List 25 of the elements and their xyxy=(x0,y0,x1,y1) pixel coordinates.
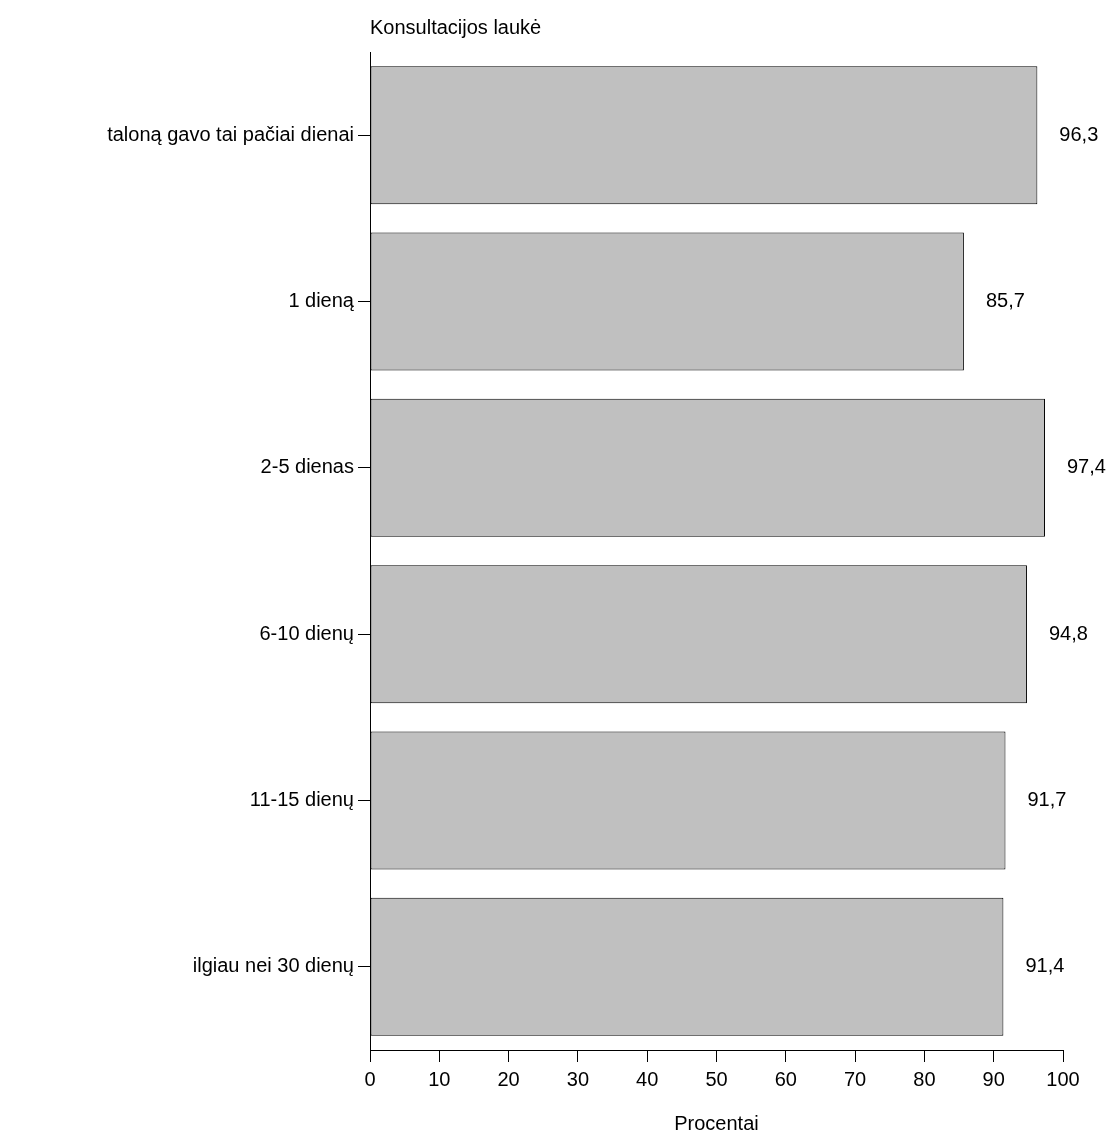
data-label: 96,3 xyxy=(1059,122,1099,145)
y-tick-label: 2-5 dienas xyxy=(260,455,354,478)
x-tick-label: 50 xyxy=(705,1067,728,1090)
y-tick-label: taloną gavo tai pačiai dienai xyxy=(107,122,354,145)
x-tick-label: 60 xyxy=(774,1067,797,1090)
data-label: 91,7 xyxy=(1027,788,1067,811)
data-label: 85,7 xyxy=(985,289,1025,312)
x-tick-label: 100 xyxy=(1046,1067,1080,1090)
x-tick-label: 30 xyxy=(566,1067,590,1090)
y-tick-label: 1 dieną xyxy=(288,289,355,312)
x-tick-label: 90 xyxy=(982,1067,1005,1090)
y-axis-title: Konsultacijos laukė xyxy=(370,16,542,38)
x-tick-label: 40 xyxy=(636,1067,659,1090)
x-tick-label: 70 xyxy=(843,1067,867,1090)
data-label: 91,4 xyxy=(1025,954,1065,977)
x-tick-label: 80 xyxy=(913,1067,936,1090)
y-tick-label: 11-15 dienų xyxy=(249,788,354,811)
x-tick-label: 0 xyxy=(364,1067,376,1090)
data-label: 97,4 xyxy=(1066,455,1106,478)
x-axis-title: Procentai xyxy=(674,1111,759,1134)
y-tick-label: ilgiau nei 30 dienų xyxy=(192,954,354,977)
x-tick-label: 10 xyxy=(428,1067,451,1090)
y-tick-label: 6-10 dienų xyxy=(259,621,354,644)
data-label: 94,8 xyxy=(1048,621,1088,644)
x-tick-label: 20 xyxy=(497,1067,520,1090)
